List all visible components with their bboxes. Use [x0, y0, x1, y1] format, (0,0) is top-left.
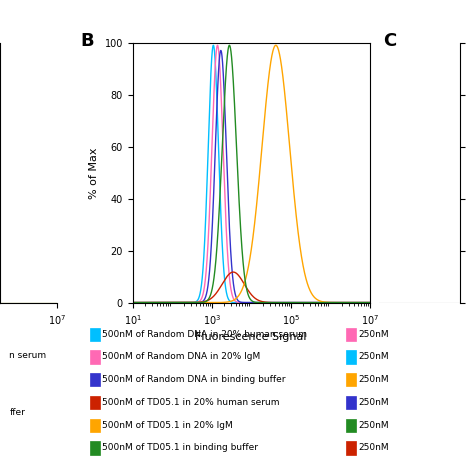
- Text: 500nM of Random DNA in 20% IgM: 500nM of Random DNA in 20% IgM: [102, 353, 260, 361]
- Y-axis label: % of Max: % of Max: [89, 147, 99, 199]
- Text: ffer: ffer: [9, 408, 25, 417]
- Y-axis label: % of Max: % of Max: [471, 147, 474, 199]
- Text: 250nM: 250nM: [358, 375, 389, 384]
- Text: 500nM of TD05.1 in 20% IgM: 500nM of TD05.1 in 20% IgM: [102, 421, 233, 429]
- Text: n serum: n serum: [9, 351, 46, 360]
- Text: B: B: [81, 32, 94, 50]
- Text: 250nM: 250nM: [358, 421, 389, 429]
- Text: 500nM of TD05.1 in binding buffer: 500nM of TD05.1 in binding buffer: [102, 444, 258, 452]
- Text: 500nM of Random DNA in 20% human serum: 500nM of Random DNA in 20% human serum: [102, 330, 307, 338]
- Text: 500nM of TD05.1 in 20% human serum: 500nM of TD05.1 in 20% human serum: [102, 398, 279, 407]
- Text: 500nM of Random DNA in binding buffer: 500nM of Random DNA in binding buffer: [102, 375, 285, 384]
- X-axis label: Fluorescence Signal: Fluorescence Signal: [195, 332, 307, 342]
- Text: 250nM: 250nM: [358, 398, 389, 407]
- Text: C: C: [383, 32, 396, 50]
- Text: 250nM: 250nM: [358, 353, 389, 361]
- Text: 250nM: 250nM: [358, 330, 389, 338]
- Text: 250nM: 250nM: [358, 444, 389, 452]
